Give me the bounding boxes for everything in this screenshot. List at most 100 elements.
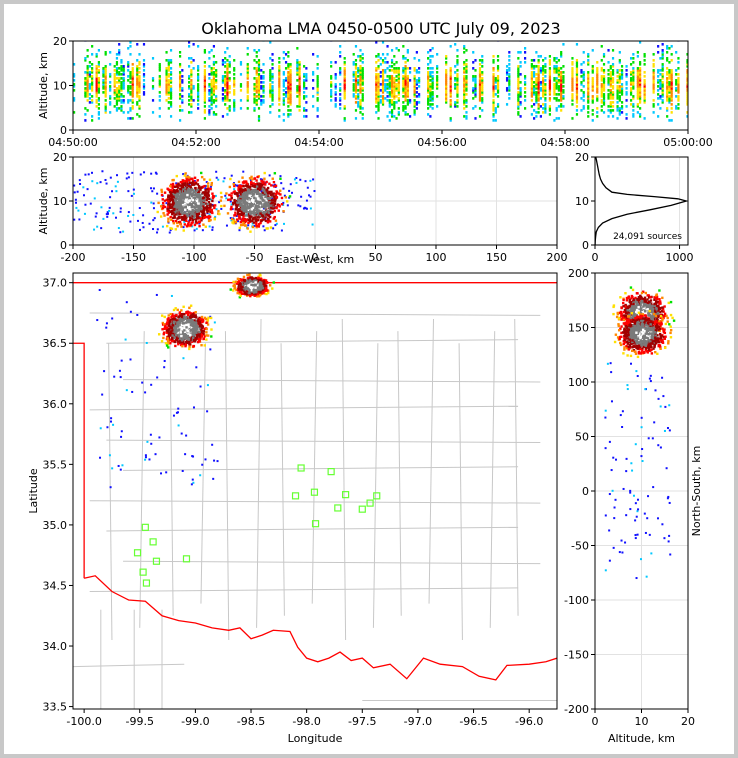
source-cell — [639, 81, 642, 84]
source-cell — [196, 210, 199, 213]
source-cell — [104, 67, 107, 70]
source-cell — [255, 89, 258, 92]
source-cell — [129, 91, 132, 94]
source-cell — [150, 383, 153, 386]
source-cell — [393, 79, 396, 82]
source-cell — [657, 71, 660, 74]
source-cell — [95, 67, 98, 70]
source-cell — [242, 221, 245, 225]
source-cell — [258, 200, 262, 204]
source-cell — [533, 75, 536, 78]
source-cell — [278, 69, 281, 72]
source-cell — [639, 95, 642, 98]
source-cell — [661, 49, 664, 52]
source-cell — [652, 85, 655, 88]
source-cell — [151, 77, 155, 80]
source-cell — [361, 61, 364, 64]
source-cell — [225, 197, 228, 200]
source-cell — [668, 77, 671, 80]
source-cell — [97, 99, 101, 102]
source-cell — [611, 63, 615, 66]
source-cell — [359, 87, 362, 90]
source-cell — [247, 189, 250, 192]
source-cell — [611, 73, 615, 76]
source-cell — [84, 79, 87, 82]
source-cell — [686, 93, 688, 96]
source-cell — [629, 89, 633, 92]
source-cell — [375, 89, 378, 92]
source-cell — [270, 193, 273, 197]
source-cell — [253, 211, 256, 214]
source-cell — [242, 201, 245, 204]
source-cell — [190, 87, 193, 90]
source-cell — [316, 75, 319, 78]
source-cell — [305, 75, 308, 78]
source-cell — [237, 180, 241, 184]
source-cell — [183, 182, 186, 185]
source-cell — [519, 89, 522, 92]
source-cell — [115, 91, 119, 94]
source-cell — [390, 79, 394, 82]
source-cell — [287, 51, 290, 54]
source-cell — [289, 75, 292, 78]
source-cell — [557, 85, 561, 88]
source-cell — [263, 186, 266, 189]
county-line — [224, 331, 230, 640]
source-cell — [97, 103, 101, 106]
source-cell — [548, 99, 552, 102]
source-cell — [517, 51, 520, 54]
source-cell — [677, 103, 680, 106]
source-cell — [402, 57, 405, 60]
source-cell — [361, 77, 364, 80]
source-cell — [560, 89, 563, 92]
source-cell — [463, 103, 466, 106]
source-cell — [191, 215, 194, 218]
source-cell — [208, 85, 211, 88]
source-cell — [125, 301, 128, 304]
source-cell — [228, 185, 232, 189]
source-cell — [625, 93, 628, 96]
source-cell — [158, 436, 161, 439]
source-cell — [602, 93, 606, 96]
source-cell — [449, 119, 452, 122]
source-cell — [271, 85, 274, 88]
source-cell — [390, 89, 394, 92]
source-cell — [271, 59, 274, 62]
county-line — [106, 526, 519, 532]
source-cell — [97, 83, 101, 86]
source-cell — [330, 75, 333, 78]
source-cell — [478, 99, 482, 102]
source-cell — [548, 113, 552, 116]
source-cell — [177, 424, 180, 427]
source-cell — [535, 81, 538, 84]
source-cell — [377, 81, 380, 84]
source-cell — [91, 53, 94, 56]
source-cell — [262, 101, 265, 104]
source-cell — [343, 117, 346, 120]
source-cell — [178, 212, 181, 216]
source-cell — [553, 57, 556, 60]
source-cell — [158, 69, 161, 72]
source-cell — [361, 81, 364, 84]
source-cell — [415, 79, 418, 82]
source-cell — [463, 91, 466, 94]
source-cell — [179, 212, 183, 216]
source-cell — [618, 89, 621, 92]
source-cell — [609, 85, 612, 88]
source-cell — [190, 83, 193, 86]
source-cell — [151, 87, 155, 90]
source-cell — [113, 75, 116, 78]
source-cell — [542, 89, 545, 92]
source-cell — [131, 93, 134, 96]
source-cell — [119, 207, 122, 210]
source-cell — [186, 203, 190, 206]
source-cell — [256, 187, 260, 190]
source-cell — [359, 99, 362, 102]
source-cell — [542, 81, 545, 84]
source-cell — [106, 426, 109, 429]
source-cell — [537, 85, 540, 88]
source-cell — [84, 91, 87, 94]
x-tick-label: 200 — [547, 251, 568, 264]
source-cell — [257, 69, 261, 72]
source-cell — [666, 115, 669, 118]
